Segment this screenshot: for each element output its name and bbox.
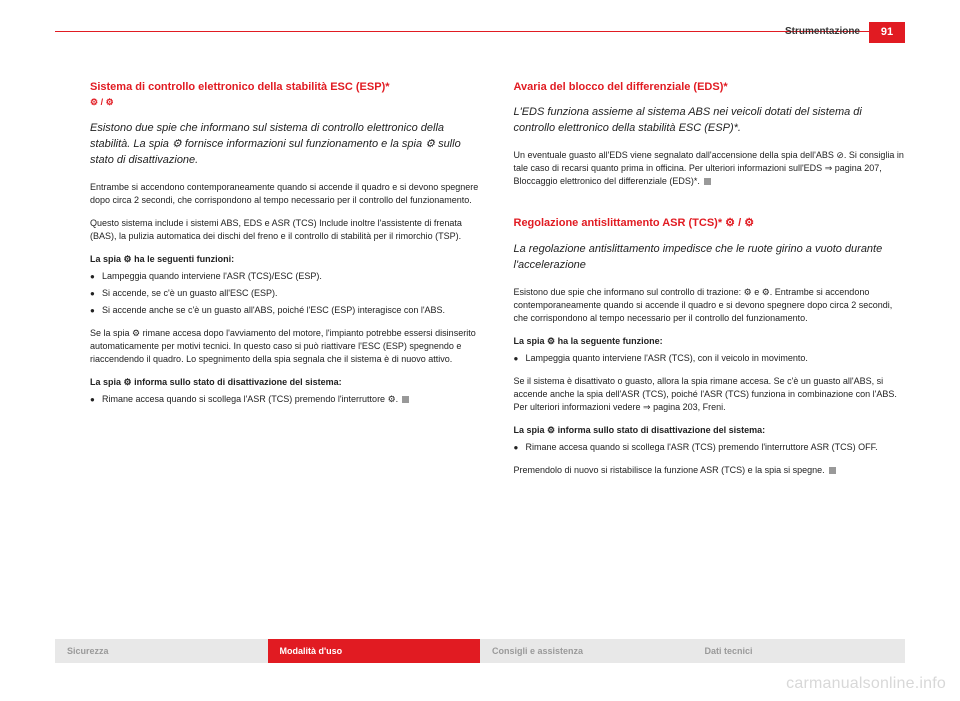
page-number: 91 xyxy=(869,22,905,43)
list-item: Lampeggia quando interviene l'ASR (TCS)/… xyxy=(90,270,482,283)
content-columns: Sistema di controllo elettronico della s… xyxy=(90,80,905,487)
manual-page: Strumentazione 91 Sistema di controllo e… xyxy=(0,0,960,701)
watermark: carmanualsonline.info xyxy=(786,675,946,693)
esc-p1: Entrambe si accendono contemporaneamente… xyxy=(90,181,482,207)
list-item: Si accende, se c'è un guasto all'ESC (ES… xyxy=(90,287,482,300)
eds-intro: L'EDS funziona assieme al sistema ABS ne… xyxy=(514,105,906,137)
eds-p1: Un eventuale guasto all'EDS viene segnal… xyxy=(514,149,906,188)
left-column: Sistema di controllo elettronico della s… xyxy=(90,80,482,487)
page-top-rule xyxy=(55,31,905,32)
tab-modalita-uso[interactable]: Modalità d'uso xyxy=(268,639,481,663)
asr-bold2: La spia ⚙ informa sullo stato di disatti… xyxy=(514,424,906,437)
asr-bold1: La spia ⚙ ha la seguente funzione: xyxy=(514,335,906,348)
footer-nav: Sicurezza Modalità d'uso Consigli e assi… xyxy=(55,639,905,663)
end-marker-icon xyxy=(402,396,409,403)
heading-eds: Avaria del blocco del differenziale (EDS… xyxy=(514,80,906,95)
section-label: Strumentazione xyxy=(785,26,860,37)
list-item: Rimane accesa quando si scollega l'ASR (… xyxy=(514,441,906,454)
end-marker-icon xyxy=(829,467,836,474)
tab-dati-tecnici[interactable]: Dati tecnici xyxy=(693,639,906,663)
esc-p2: Questo sistema include i sistemi ABS, ED… xyxy=(90,217,482,243)
esc-bullets-1: Lampeggia quando interviene l'ASR (TCS)/… xyxy=(90,270,482,317)
list-item: Lampeggia quanto interviene l'ASR (TCS),… xyxy=(514,352,906,365)
asr-intro: La regolazione antislittamento impedisce… xyxy=(514,242,906,274)
esc-intro: Esistono due spie che informano sul sist… xyxy=(90,121,482,169)
asr-p4-text: Premendolo di nuovo si ristabilisce la f… xyxy=(514,465,825,475)
tab-consigli[interactable]: Consigli e assistenza xyxy=(480,639,693,663)
esc-icon-pair: ⚙ / ⚙ xyxy=(90,96,114,109)
list-item-text: Rimane accesa quando si scollega l'ASR (… xyxy=(102,394,398,404)
right-column: Avaria del blocco del differenziale (EDS… xyxy=(514,80,906,487)
asr-p2: Esistono due spie che informano sul cont… xyxy=(514,286,906,325)
end-marker-icon xyxy=(704,178,711,185)
esc-bullets-2: Rimane accesa quando si scollega l'ASR (… xyxy=(90,393,482,406)
asr-bullets-1: Lampeggia quanto interviene l'ASR (TCS),… xyxy=(514,352,906,365)
spacer xyxy=(514,198,906,216)
esc-p3: Se la spia ⚙ rimane accesa dopo l'avviam… xyxy=(90,327,482,366)
esc-bold1: La spia ⚙ ha le seguenti funzioni: xyxy=(90,253,482,266)
heading-esc-text: Sistema di controllo elettronico della s… xyxy=(90,81,390,93)
list-item: Si accende anche se c'è un guasto all'AB… xyxy=(90,304,482,317)
list-item: Rimane accesa quando si scollega l'ASR (… xyxy=(90,393,482,406)
heading-asr: Regolazione antislittamento ASR (TCS)* ⚙… xyxy=(514,216,906,231)
asr-bullets-2: Rimane accesa quando si scollega l'ASR (… xyxy=(514,441,906,454)
tab-sicurezza[interactable]: Sicurezza xyxy=(55,639,268,663)
esc-bold2: La spia ⚙ informa sullo stato di disatti… xyxy=(90,376,482,389)
asr-p3: Se il sistema è disattivato o guasto, al… xyxy=(514,375,906,414)
heading-esc: Sistema di controllo elettronico della s… xyxy=(90,80,482,111)
asr-p4: Premendolo di nuovo si ristabilisce la f… xyxy=(514,464,906,477)
